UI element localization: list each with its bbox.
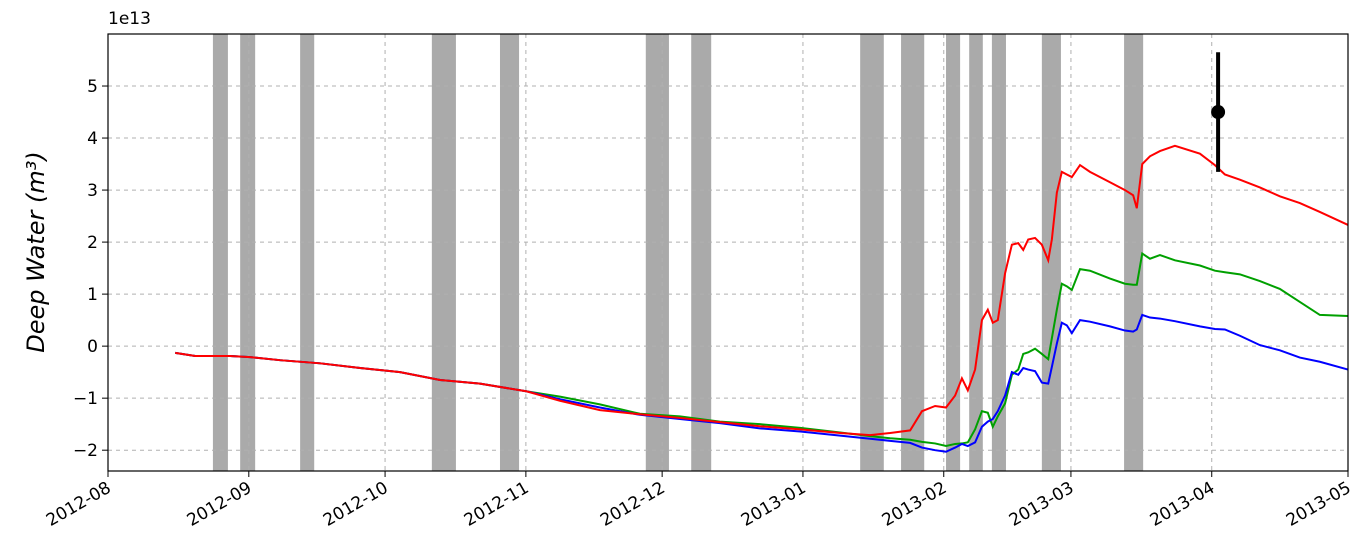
x-tick-label: 2013-05: [1283, 478, 1355, 531]
y-tick-label: 5: [87, 77, 98, 97]
shaded-span: [946, 34, 961, 471]
shaded-span: [1124, 34, 1144, 471]
shaded-span: [212, 34, 228, 471]
shaded-span: [1041, 34, 1061, 471]
y-tick-label: 1: [87, 285, 98, 305]
x-tick-label: 2012-11: [461, 478, 533, 531]
y-tick-label: 4: [87, 129, 98, 149]
y-tick-label: 3: [87, 181, 98, 201]
x-tick-label: 2012-12: [597, 478, 669, 531]
line-series: [175, 313, 1349, 453]
shaded-span: [431, 34, 456, 471]
shaded-span: [860, 34, 884, 471]
x-tick-label: 2012-09: [184, 478, 256, 531]
shaded-span: [499, 34, 520, 471]
y-offset-label: 1e13: [108, 9, 151, 29]
y-axis-label: Deep Water (m³): [22, 151, 50, 352]
plot-frame: [107, 33, 1349, 472]
shaded-span: [240, 34, 256, 471]
shaded-span: [991, 34, 1006, 471]
y-tick-label: −2: [73, 441, 98, 461]
x-tick-label: 2013-02: [879, 478, 951, 531]
y-tick-label: 0: [87, 337, 98, 357]
shaded-span: [901, 34, 925, 471]
line-series: [175, 251, 1349, 448]
x-tick-label: 2013-03: [1006, 478, 1078, 531]
y-tick-label: −1: [73, 389, 98, 409]
shaded-span: [645, 34, 669, 471]
x-tick-label: 2012-10: [320, 478, 392, 531]
x-tick-label: 2012-08: [43, 478, 115, 531]
line-series: [175, 144, 1349, 437]
shaded-span: [969, 34, 983, 471]
shaded-span: [300, 34, 315, 471]
x-tick-label: 2013-01: [738, 478, 810, 531]
y-tick-label: 2: [87, 233, 98, 253]
x-tick-label: 2013-04: [1147, 478, 1219, 531]
shaded-span: [691, 34, 712, 471]
error-bar-point: [1211, 105, 1226, 120]
